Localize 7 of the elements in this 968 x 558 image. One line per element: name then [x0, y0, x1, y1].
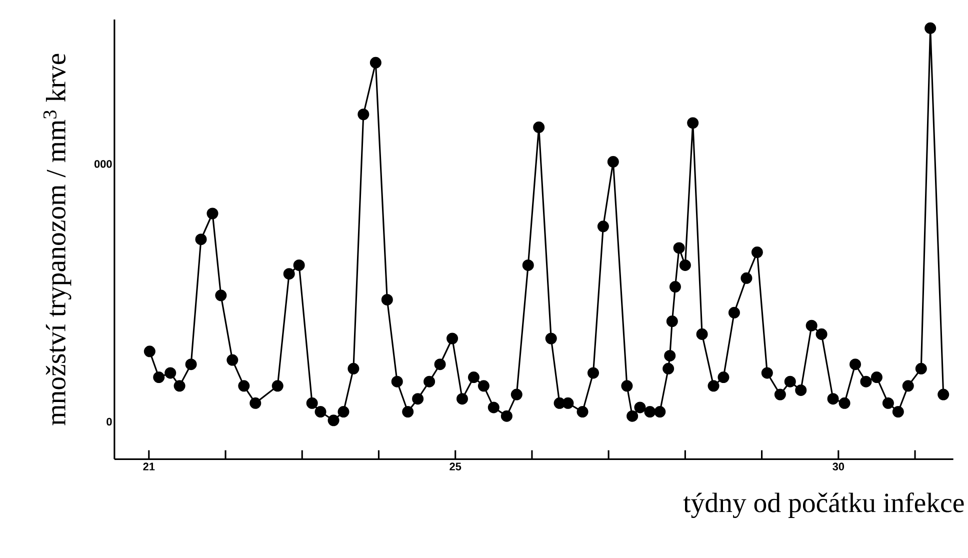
text: 0	[106, 418, 112, 426]
x-tick-label: 30	[832, 462, 844, 471]
x-tick-label: 21	[143, 462, 155, 470]
x-tick-label: 25	[450, 462, 462, 471]
y-axis-title: množství trypanozom / mm$^{3}$ krve	[43, 54, 72, 426]
text: 000	[94, 160, 112, 168]
x-axis-title: týdny od počátku infekce	[683, 492, 964, 518]
